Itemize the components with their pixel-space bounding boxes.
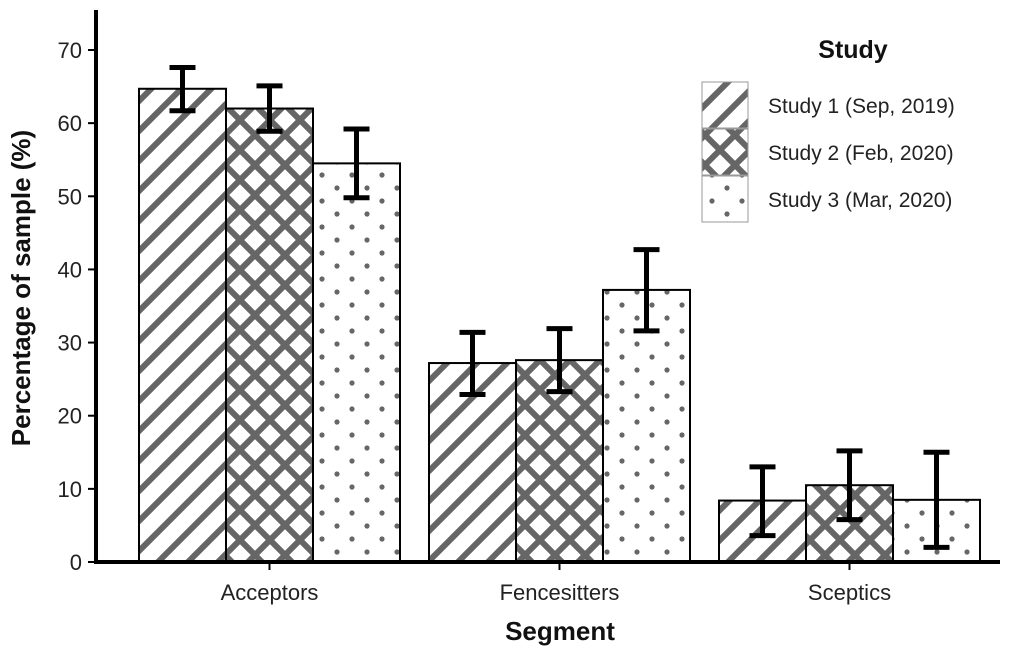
- bar-acceptors-study-2: [225, 107, 314, 563]
- x-tick-label-fencesitters: Fencesitters: [500, 580, 620, 605]
- error-bar-acceptors-study-1: [169, 65, 196, 114]
- y-tick-label-30: 30: [58, 331, 82, 356]
- y-tick-label-20: 20: [58, 404, 82, 429]
- y-axis-title: Percentage of sample (%): [6, 130, 36, 446]
- error-bar-sceptics-study-2: [836, 448, 863, 523]
- error-bar-fencesitters-study-1: [459, 329, 486, 398]
- legend-items: Study 1 (Sep, 2019) Study 2 (Feb, 2020) St…: [701, 81, 955, 223]
- legend-item-study-3: Study 3 (Mar, 2020): [701, 175, 952, 223]
- legend: Study Study 1 (Sep, 2019) Study 2 (Feb, 2…: [701, 36, 955, 223]
- legend-swatch-study-1: [701, 81, 749, 129]
- error-bar-fencesitters-study-2: [546, 326, 573, 395]
- bar-acceptors-study-1: [138, 87, 227, 563]
- y-tick-label-60: 60: [58, 111, 82, 136]
- y-tick-label-70: 70: [58, 38, 82, 63]
- y-tick-label-40: 40: [58, 257, 82, 282]
- legend-title: Study: [818, 36, 888, 64]
- y-tick-label-0: 0: [70, 550, 82, 575]
- error-bar-sceptics-study-3: [923, 449, 950, 550]
- legend-item-study-1: Study 1 (Sep, 2019): [701, 81, 955, 129]
- error-bar-acceptors-study-2: [256, 83, 283, 134]
- x-axis-title: Segment: [505, 616, 615, 646]
- y-ticks-layer: 0 10 20 30 40 50 60 70: [58, 38, 96, 575]
- legend-label-study-3: Study 3 (Mar, 2020): [768, 189, 952, 212]
- x-tick-label-acceptors: Acceptors: [221, 580, 319, 605]
- legend-item-study-2: Study 2 (Feb, 2020): [701, 128, 954, 176]
- legend-label-study-1: Study 1 (Sep, 2019): [768, 95, 955, 118]
- bar-fencesitters-study-3: [602, 288, 691, 563]
- x-ticks-layer: Acceptors Fencesitters Sceptics: [221, 562, 891, 605]
- y-tick-label-10: 10: [58, 477, 82, 502]
- x-tick-label-sceptics: Sceptics: [808, 580, 891, 605]
- legend-label-study-2: Study 2 (Feb, 2020): [768, 142, 954, 165]
- error-bars-layer: [169, 65, 950, 550]
- legend-swatch-study-2: [701, 128, 749, 176]
- bar-acceptors-study-3: [312, 162, 401, 563]
- error-bar-acceptors-study-3: [343, 126, 370, 201]
- error-bar-fencesitters-study-3: [633, 247, 660, 334]
- y-tick-label-50: 50: [58, 184, 82, 209]
- legend-swatch-study-3: [701, 175, 749, 223]
- error-bar-sceptics-study-1: [749, 464, 776, 539]
